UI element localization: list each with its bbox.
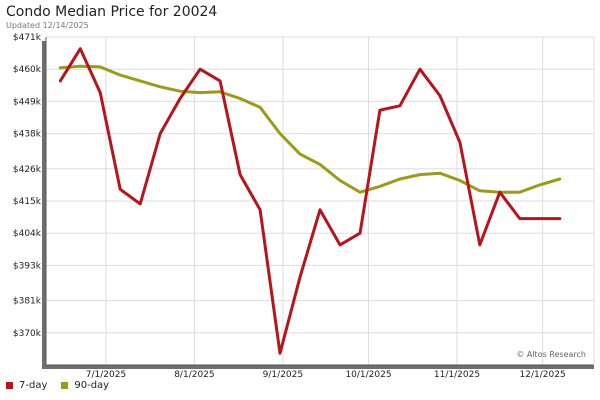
y-tick-label-2: $393k [13, 261, 42, 271]
x-tick-labels: 7/1/2025 8/1/2025 9/1/2025 10/1/2025 11/1/20… [86, 370, 566, 380]
y-tick-labels: $370k $381k $393k $404k $415k $426k $438k $449k… [13, 33, 42, 339]
x-tick-label-3: 10/1/2025 [345, 370, 391, 380]
legend-item-90-day: 90-day [61, 380, 109, 391]
updated-timestamp: Updated 12/14/2025 [6, 21, 89, 30]
axes [45, 36, 595, 366]
x-tick-label-5: 12/1/2025 [520, 370, 566, 380]
plot-shadow [42, 41, 594, 369]
plot-shadow-bottom [42, 365, 594, 369]
y-tick-label-5: $426k [13, 165, 42, 175]
legend-label-7-day: 7-day [19, 380, 48, 391]
y-tick-label-3: $404k [13, 229, 42, 239]
plot-shadow-left [42, 41, 46, 369]
y-tick-label-1: $381k [13, 297, 42, 307]
watermark-text: © Altos Research [516, 350, 586, 359]
legend-swatch-7-day [6, 382, 13, 389]
x-tick-label-0: 7/1/2025 [86, 370, 126, 380]
y-tick-label-4: $415k [13, 197, 42, 207]
x-tick-label-2: 9/1/2025 [263, 370, 303, 380]
series-lines [58, 47, 562, 355]
legend-label-90-day: 90-day [74, 380, 110, 391]
y-tick-label-7: $449k [13, 97, 42, 107]
y-tick-label-8: $460k [13, 65, 42, 75]
y-tick-label-6: $438k [13, 130, 42, 140]
series-line-90-day [58, 64, 562, 194]
grid-lines [46, 36, 594, 365]
legend-item-7-day: 7-day [6, 380, 47, 391]
y-tick-label-0: $370k [13, 329, 42, 339]
chart-title: Condo Median Price for 20024 [6, 4, 218, 20]
legend-swatch-90-day [61, 382, 69, 389]
legend: 7-day 90-day [6, 380, 109, 391]
x-tick-label-4: 11/1/2025 [434, 370, 480, 380]
y-tick-label-9: $471k [13, 33, 42, 43]
series-line-7-day [58, 47, 562, 355]
x-tick-label-1: 8/1/2025 [174, 370, 214, 380]
